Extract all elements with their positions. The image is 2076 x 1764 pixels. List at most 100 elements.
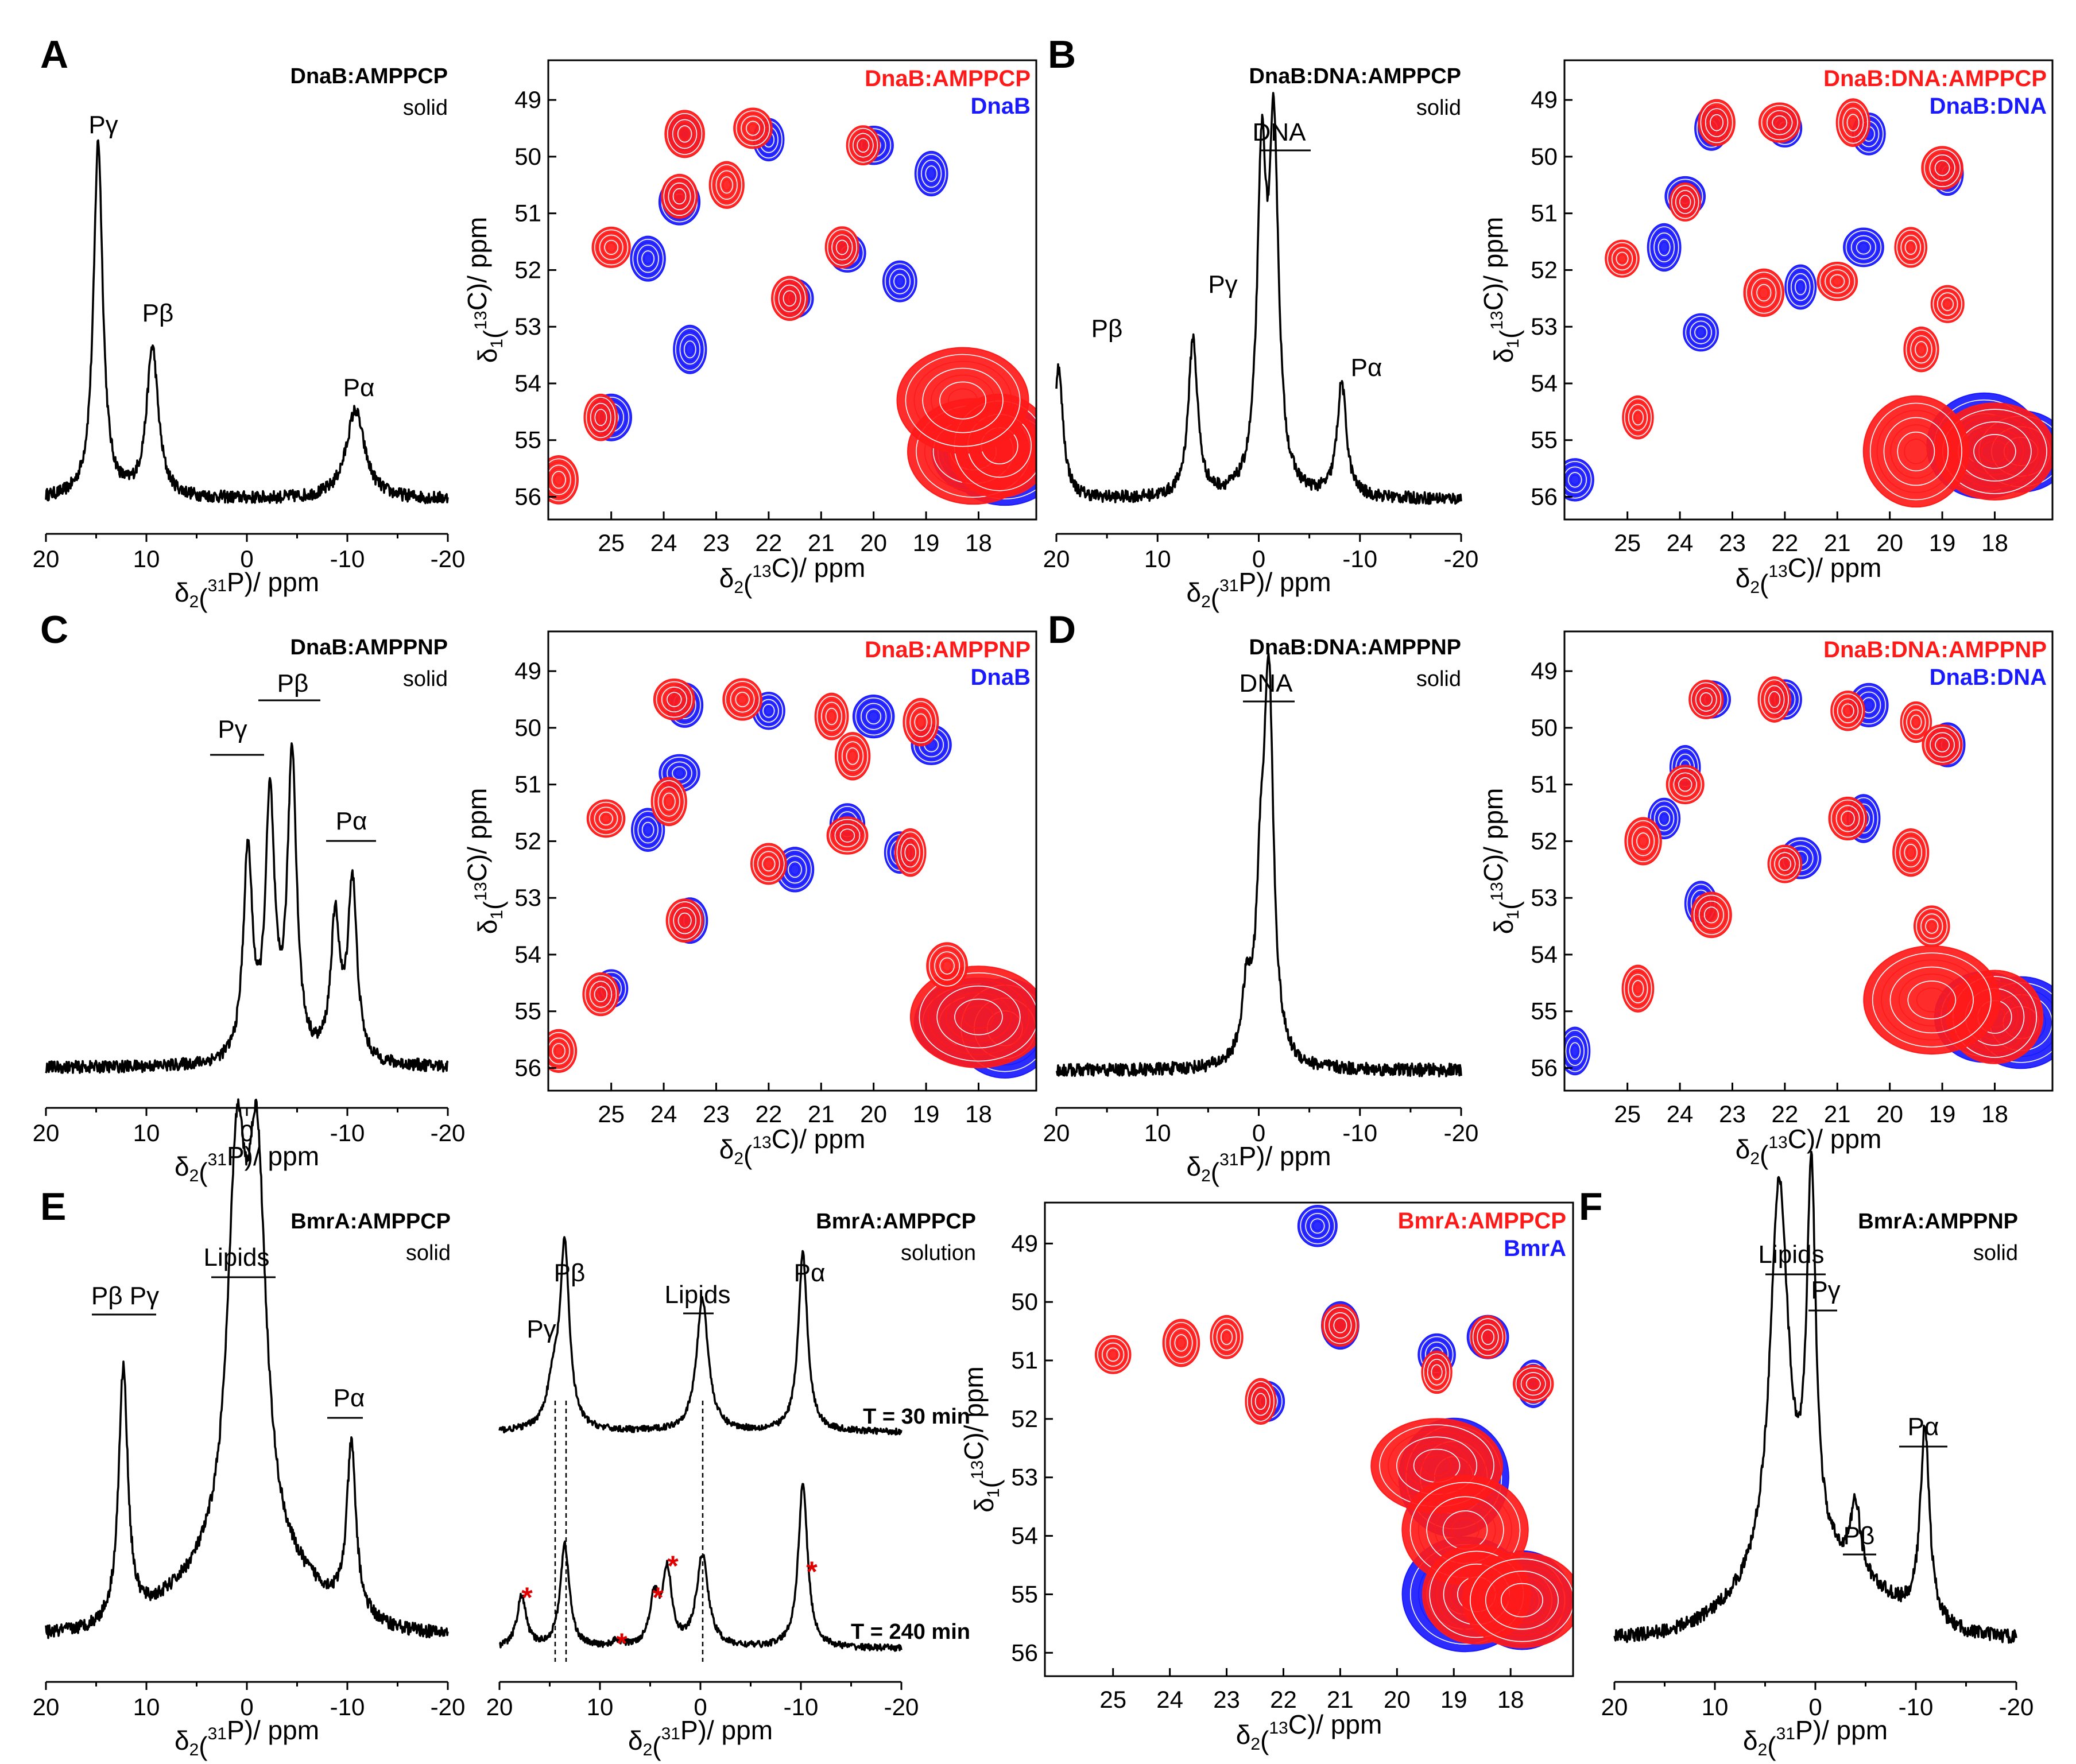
red-contour-peak	[1245, 1378, 1277, 1425]
x-axis-title: δ2(31P)/ ppm	[628, 1715, 773, 1761]
x-tick-label: 10	[1144, 1119, 1171, 1146]
red-contour-peak	[1835, 98, 1870, 148]
star-marker: *	[521, 1581, 533, 1614]
red-contour-peak	[1421, 1350, 1453, 1394]
red-contour-peak	[824, 226, 859, 269]
peak-label-dna: DNA	[1253, 118, 1307, 146]
sample-label: BmrA:AMPPCP	[291, 1209, 451, 1234]
spectrum-trace	[1055, 652, 1462, 1077]
x-axis-title: δ2(13C)/ ppm	[719, 553, 866, 599]
panel-letter-b: B	[1048, 33, 1076, 76]
x-tick-label: 25	[1099, 1686, 1126, 1713]
x-tick-label: 22	[1772, 529, 1799, 556]
sample-label: DnaB:AMPPCP	[291, 64, 448, 88]
x-tick-label: 20	[33, 545, 60, 572]
y-tick-label: 52	[514, 827, 541, 854]
blue-contour-peak	[882, 260, 917, 303]
x-tick-label: 18	[1497, 1686, 1524, 1713]
x-tick-label: 19	[1929, 529, 1956, 556]
x-tick-label: -10	[1899, 1693, 1934, 1720]
y-tick-label: 51	[514, 200, 541, 227]
legend-blue: DnaB	[971, 94, 1031, 119]
red-contour-peak	[653, 679, 695, 720]
x-tick-label: 10	[133, 1693, 160, 1720]
x-tick-label: 21	[808, 529, 835, 556]
x-tick-label: 19	[1440, 1686, 1467, 1713]
x-tick-label: 23	[703, 529, 730, 556]
red-contour-peak	[1892, 828, 1930, 877]
contour-area	[548, 678, 1036, 1079]
peak-label-pgamma: Pγ	[1811, 1276, 1840, 1304]
y-tick-label: 52	[1531, 827, 1558, 854]
blue-contour-peak	[631, 808, 665, 852]
x-axis-title: δ2(13C)/ ppm	[1236, 1709, 1382, 1755]
y-tick-label: 56	[1531, 483, 1558, 510]
y-tick-label: 51	[1531, 200, 1558, 227]
legend-red: BmrA:AMPPCP	[1398, 1208, 1566, 1234]
red-contour-peak	[1605, 239, 1640, 278]
spectrum-trace-240min	[499, 1483, 903, 1652]
red-contour-peak	[1757, 676, 1791, 723]
x-tick-label: 25	[598, 1100, 625, 1127]
y-tick-label: 53	[1531, 884, 1558, 911]
peak-label-lipids: Lipids	[1759, 1240, 1825, 1269]
y-tick-label: 52	[514, 256, 541, 283]
blue-contour-peak	[1683, 313, 1719, 352]
y-tick-label: 56	[514, 483, 541, 510]
state-label: solution	[901, 1241, 976, 1265]
red-contour-peak	[1863, 945, 2001, 1055]
y-tick-label: 52	[1531, 256, 1558, 283]
red-contour-peak	[1094, 1335, 1132, 1374]
x-tick-label: -20	[431, 1119, 466, 1146]
blue-contour-peak	[1784, 264, 1817, 310]
x-axis: 20 10 0 -10 -20 δ2(31P)/ ppm	[1601, 1681, 2034, 1761]
red-contour-peak	[846, 125, 881, 166]
y-tick-label: 50	[514, 714, 541, 741]
legend-red: DnaB:DNA:AMPPNP	[1823, 637, 2047, 662]
x-tick-label: 25	[1614, 529, 1641, 556]
x-tick-label: 10	[587, 1693, 614, 1720]
y-tick-label: 49	[1531, 86, 1558, 113]
red-contour-peak	[926, 942, 969, 990]
panel-letter-e: E	[40, 1185, 66, 1228]
x-tick-label: 20	[486, 1693, 513, 1720]
y-tick-label: 56	[514, 1054, 541, 1081]
y-axis-title: δ1(13C)/ ppm	[1478, 217, 1524, 363]
legend-blue: BmrA	[1504, 1236, 1566, 1261]
spectrum-a: DnaB:AMPPCP solid 20 10 0 -10 -20 δ2(31P)/ pp…	[33, 64, 466, 613]
y-tick-label: 49	[1531, 657, 1558, 684]
y-tick-label: 56	[1011, 1639, 1038, 1666]
spectrum-e-solution: BmrA:AMPPCP solution 20 10 0 -10 -20 δ2(31P)/…	[486, 1209, 976, 1761]
x-tick-label: -10	[1342, 1119, 1377, 1146]
x-tick-label: 10	[1702, 1693, 1729, 1720]
peak-label-pbeta: Pβ	[1843, 1522, 1875, 1550]
plot-frame	[1563, 630, 2054, 1092]
blue-contour-peak	[673, 324, 707, 374]
red-contour-peak	[1513, 1364, 1554, 1404]
x-tick-label: -10	[784, 1693, 819, 1720]
y-tick-label: 51	[1531, 771, 1558, 798]
y-tick-label: 50	[1011, 1288, 1038, 1315]
state-label: solid	[1416, 96, 1461, 120]
y-tick-label: 52	[1011, 1405, 1038, 1432]
y-tick-label: 55	[1011, 1580, 1038, 1607]
spectrum-b: DnaB:DNA:AMPPCP solid 20 10 0 -10 -20 δ2(31P)…	[1043, 64, 1479, 613]
red-contour-peak	[733, 107, 773, 149]
red-contour-peak	[708, 161, 745, 209]
x-tick-label: 24	[1667, 1100, 1694, 1127]
red-contour-peak	[1900, 701, 1932, 743]
y-tick-label: 53	[1011, 1464, 1038, 1491]
contour-area	[548, 107, 1036, 506]
blue-contour-peak	[1843, 227, 1884, 267]
y-tick-label: 50	[1531, 143, 1558, 170]
red-contour-peak	[771, 276, 808, 321]
red-contour-peak	[591, 226, 631, 268]
red-contour-peak	[834, 732, 871, 781]
x-tick-label: 10	[133, 1119, 160, 1146]
x-tick-label: 19	[913, 529, 940, 556]
peak-label-palpha: Pα	[794, 1259, 826, 1287]
spectrum-2d-b: DnaB:DNA:AMPPCP DnaB:DNA 25 24 23 22 21 20 19 1…	[1478, 59, 2054, 599]
peak-label-dna: DNA	[1240, 669, 1293, 697]
spectrum-trace-30min	[498, 1236, 903, 1436]
